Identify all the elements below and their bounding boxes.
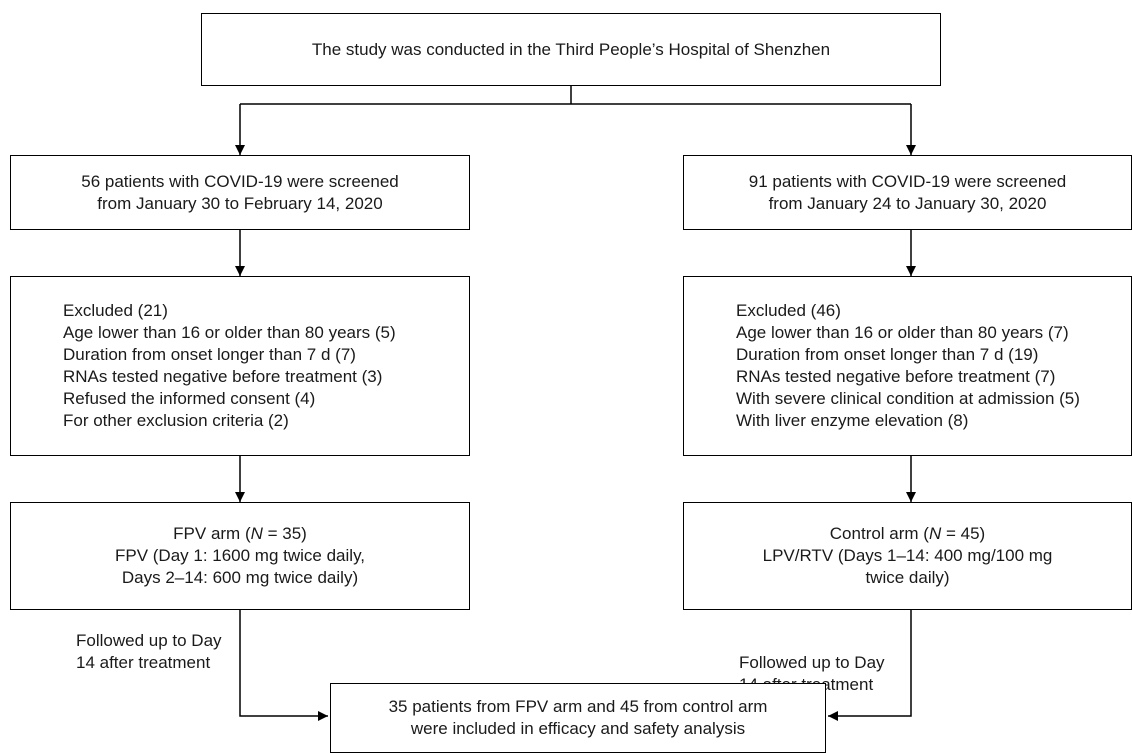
right-excluded-reason: RNAs tested negative before treatment (7… <box>736 367 1056 386</box>
fpv-arm-regimen: FPV (Day 1: 1600 mg twice daily, <box>114 546 366 565</box>
right-excluded-reason: With severe clinical condition at admiss… <box>736 389 1080 408</box>
right-excluded-reason: Duration from onset longer than 7 d (19) <box>736 345 1039 364</box>
arrow-right-to-analysis <box>828 610 912 721</box>
arrow-left-to-analysis <box>239 610 328 721</box>
analysis-line: were included in efficacy and safety ana… <box>410 719 746 738</box>
left-followup-note: Followed up to Day 14 after treatment <box>76 631 222 672</box>
control-arm-regimen: LPV/RTV (Days 1–14: 400 mg/100 mg <box>762 546 1053 565</box>
analysis-line: 35 patients from FPV arm and 45 from con… <box>388 697 768 716</box>
control-arm-regimen: twice daily) <box>865 568 950 587</box>
left-screened-box: 56 patients with COVID-19 were screened … <box>10 155 470 230</box>
fpv-arm-regimen: Days 2–14: 600 mg twice daily) <box>121 568 359 587</box>
fpv-arm-box: FPV arm (N = 35) FPV (Day 1: 1600 mg twi… <box>10 502 470 610</box>
right-screened-line: from January 24 to January 30, 2020 <box>768 193 1047 213</box>
right-excluded-box: Excluded (46) Age lower than 16 or older… <box>683 276 1132 456</box>
right-screened-line: 91 patients with COVID-19 were screened <box>748 171 1067 191</box>
right-excluded-heading: Excluded (46) <box>736 301 841 320</box>
left-excluded-reason: For other exclusion criteria (2) <box>63 411 289 430</box>
study-site-box: The study was conducted in the Third Peo… <box>201 13 941 86</box>
left-excluded-heading: Excluded (21) <box>63 301 168 320</box>
right-excluded-reason: Age lower than 16 or older than 80 years… <box>736 323 1069 342</box>
right-excluded-reason: With liver enzyme elevation (8) <box>736 411 969 430</box>
left-excluded-reason: RNAs tested negative before treatment (3… <box>63 367 383 386</box>
fpv-arm-title: FPV arm (N = 35) <box>173 524 307 543</box>
left-excluded-reason: Age lower than 16 or older than 80 years… <box>63 323 396 342</box>
left-screened-line: from January 30 to February 14, 2020 <box>97 193 383 213</box>
analysis-box: 35 patients from FPV arm and 45 from con… <box>330 683 826 753</box>
control-arm-title: Control arm (N = 45) <box>829 524 986 543</box>
left-excluded-reason: Duration from onset longer than 7 d (7) <box>63 345 356 364</box>
right-screened-box: 91 patients with COVID-19 were screened … <box>683 155 1132 230</box>
study-site-text: The study was conducted in the Third Peo… <box>311 39 831 59</box>
left-excluded-reason: Refused the informed consent (4) <box>63 389 316 408</box>
left-screened-line: 56 patients with COVID-19 were screened <box>81 171 399 191</box>
left-excluded-box: Excluded (21) Age lower than 16 or older… <box>10 276 470 456</box>
control-arm-box: Control arm (N = 45) LPV/RTV (Days 1–14:… <box>683 502 1132 610</box>
